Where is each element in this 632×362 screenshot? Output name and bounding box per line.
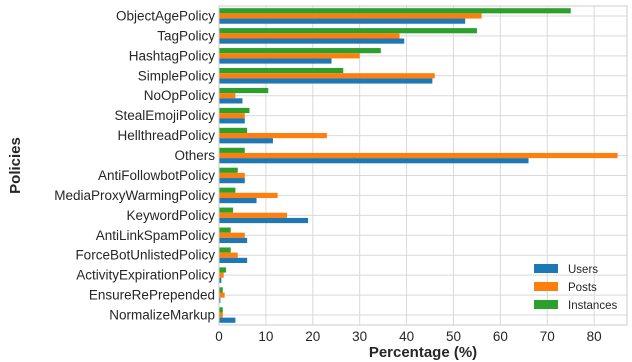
bar-users — [219, 138, 273, 144]
category-label: KeywordPolicy — [126, 208, 215, 223]
category-label: ActivityExpirationPolicy — [76, 268, 215, 283]
legend: Users Posts Instances — [534, 264, 617, 312]
category-label: ForceBotUnlistedPolicy — [75, 248, 215, 263]
bar-posts — [219, 13, 482, 19]
bar-users — [219, 217, 309, 224]
bar-users — [219, 78, 433, 84]
category-label: ObjectAgePolicy — [116, 8, 215, 23]
category-label: SimplePolicy — [138, 68, 216, 83]
bar-posts — [219, 172, 245, 179]
bars — [219, 8, 618, 323]
bar-instances — [219, 227, 231, 233]
x-tick-label: 30 — [352, 329, 367, 344]
bar-users — [219, 98, 243, 104]
bar-users — [219, 178, 245, 184]
bar-users — [219, 58, 332, 64]
category-label: AntiFollowbotPolicy — [98, 168, 215, 183]
x-tick-label: 0 — [215, 329, 223, 344]
category-label: HashtagPolicy — [129, 48, 216, 63]
bar-instances — [219, 307, 223, 313]
legend-swatch-posts — [534, 282, 558, 291]
category-label: NormalizeMarkup — [109, 308, 215, 323]
bar-posts — [219, 312, 223, 318]
bar-users — [219, 317, 236, 323]
category-label: AntiLinkSpamPolicy — [96, 228, 216, 243]
bar-posts — [219, 93, 236, 99]
x-tick-label: 70 — [540, 329, 555, 344]
bar-posts — [219, 192, 278, 198]
x-tick-labels: 0 10 20 30 40 50 60 70 80 — [215, 329, 601, 344]
category-label: StealEmojiPolicy — [114, 108, 215, 123]
category-label: TagPolicy — [157, 28, 215, 43]
bar-instances — [219, 8, 571, 14]
bar-users — [219, 237, 248, 244]
x-tick-label: 10 — [258, 329, 273, 344]
bar-instances — [219, 167, 238, 173]
bar-instances — [219, 147, 245, 153]
x-axis-title: Percentage (%) — [369, 344, 477, 361]
y-axis-title: Policies — [7, 137, 24, 194]
x-tick-label: 50 — [446, 329, 461, 344]
bar-instances — [219, 68, 344, 74]
x-tick-label: 80 — [587, 329, 602, 344]
bar-instances — [219, 48, 381, 54]
bar-instances — [219, 187, 236, 193]
bar-posts — [219, 152, 618, 159]
legend-swatch-instances — [534, 300, 558, 309]
legend-label-posts: Posts — [568, 282, 597, 294]
bar-instances — [219, 207, 234, 213]
bar-posts — [219, 53, 360, 59]
legend-label-users: Users — [568, 264, 598, 276]
bar-users — [219, 38, 405, 44]
bar-instances — [219, 107, 250, 114]
bar-instances — [219, 127, 248, 134]
bar-instances — [219, 87, 269, 94]
x-tick-label: 40 — [399, 329, 414, 344]
bar-posts — [219, 212, 287, 218]
category-label: EnsureRePrepended — [89, 288, 215, 303]
category-label: HellthreadPolicy — [117, 128, 215, 143]
bar-instances — [219, 267, 227, 273]
bar-users — [219, 197, 257, 204]
bar-posts — [219, 113, 245, 119]
bar-posts — [219, 292, 225, 298]
plot-frame — [218, 5, 628, 326]
legend-swatch-users — [534, 264, 558, 273]
bar-posts — [219, 133, 327, 139]
bar-instances — [219, 28, 477, 34]
category-labels: ObjectAgePolicy TagPolicy HashtagPolicy Sim… — [54, 8, 215, 322]
bar-users — [219, 297, 221, 303]
bar-users — [219, 118, 245, 124]
bar-posts — [219, 232, 245, 238]
bar-users — [219, 158, 529, 164]
bar-posts — [219, 73, 435, 79]
bar-users — [219, 277, 222, 283]
category-label: NoOpPolicy — [144, 88, 216, 103]
bar-instances — [219, 247, 231, 253]
bar-posts — [219, 252, 238, 258]
x-tick-label: 20 — [305, 329, 320, 344]
bar-posts — [219, 272, 224, 278]
category-label: Others — [174, 148, 215, 163]
bar-users — [219, 257, 248, 263]
legend-label-instances: Instances — [568, 300, 617, 312]
bar-instances — [219, 287, 223, 293]
x-tick-label: 60 — [493, 329, 508, 344]
bar-users — [219, 18, 466, 24]
bar-posts — [219, 33, 400, 39]
category-label: MediaProxyWarmingPolicy — [54, 188, 215, 203]
